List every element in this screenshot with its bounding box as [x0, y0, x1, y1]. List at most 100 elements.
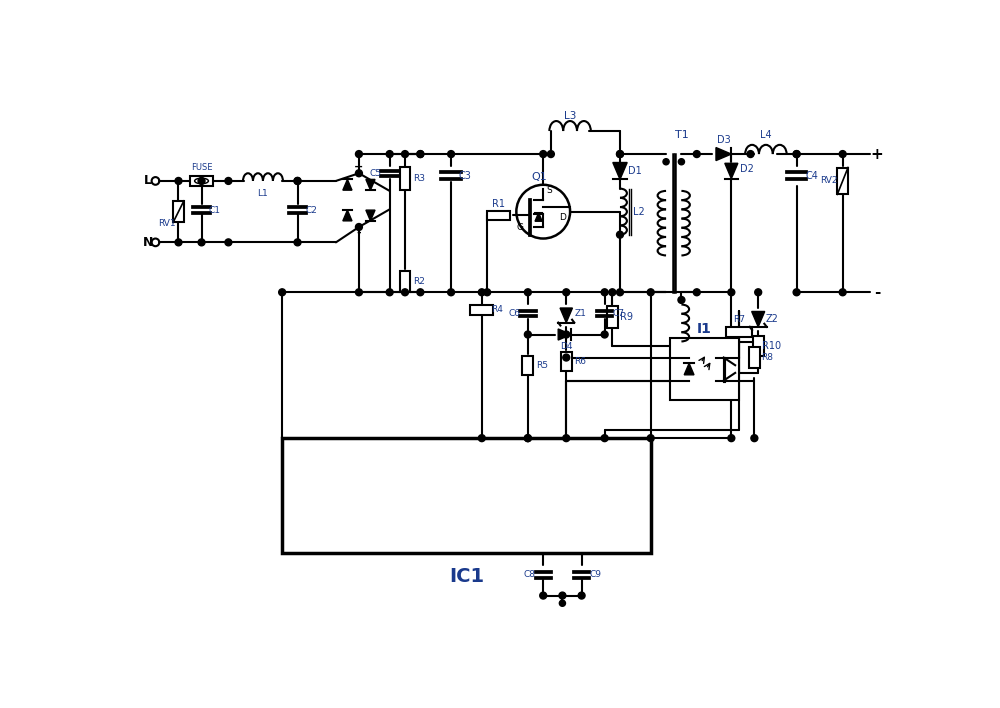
Circle shape	[601, 289, 608, 296]
Polygon shape	[343, 210, 352, 221]
Circle shape	[294, 178, 301, 184]
Text: G: G	[517, 222, 524, 232]
Text: C7: C7	[612, 309, 624, 319]
Circle shape	[524, 435, 531, 442]
Circle shape	[417, 151, 424, 157]
Text: I1: I1	[697, 322, 712, 336]
Text: D1: D1	[628, 166, 642, 176]
Text: L1: L1	[258, 190, 268, 198]
Text: C3: C3	[458, 171, 471, 181]
Circle shape	[755, 289, 762, 296]
Circle shape	[617, 151, 623, 157]
Bar	[749, 347, 760, 368]
Circle shape	[547, 151, 554, 157]
Text: R1: R1	[492, 199, 505, 209]
Text: C8: C8	[523, 571, 535, 579]
Bar	[190, 176, 213, 186]
Text: +: +	[354, 162, 364, 172]
Text: L2: L2	[633, 207, 645, 217]
Text: D: D	[559, 212, 566, 222]
Circle shape	[540, 592, 547, 599]
Text: R10: R10	[762, 341, 782, 351]
Text: S: S	[546, 185, 552, 195]
Circle shape	[225, 239, 232, 246]
Circle shape	[793, 289, 800, 296]
Polygon shape	[343, 179, 352, 190]
Text: L3: L3	[564, 110, 576, 120]
Circle shape	[728, 435, 735, 442]
Bar	[487, 210, 510, 220]
Text: C9: C9	[589, 571, 601, 579]
Circle shape	[478, 289, 485, 296]
Text: IC1: IC1	[449, 567, 484, 586]
Circle shape	[559, 600, 565, 606]
Circle shape	[678, 159, 684, 165]
Circle shape	[516, 185, 570, 239]
Polygon shape	[560, 308, 572, 323]
Bar	[173, 201, 184, 222]
Circle shape	[839, 151, 846, 157]
Text: +: +	[871, 147, 884, 161]
Text: D2: D2	[740, 164, 754, 174]
Text: L: L	[144, 174, 152, 188]
Text: FUSE: FUSE	[191, 164, 212, 172]
Bar	[837, 168, 848, 195]
Text: R4: R4	[491, 305, 503, 314]
Text: T1: T1	[675, 130, 688, 140]
Circle shape	[563, 435, 570, 442]
Circle shape	[402, 289, 408, 296]
Circle shape	[728, 289, 735, 296]
Circle shape	[793, 151, 800, 157]
Circle shape	[563, 289, 570, 296]
Text: RV1: RV1	[158, 219, 176, 228]
Polygon shape	[752, 312, 765, 327]
Circle shape	[609, 289, 616, 296]
Circle shape	[448, 289, 455, 296]
Circle shape	[647, 289, 654, 296]
Text: R7: R7	[733, 314, 745, 324]
Circle shape	[175, 178, 182, 184]
Text: -: -	[357, 228, 361, 238]
Text: N: N	[143, 236, 153, 249]
Circle shape	[693, 151, 700, 157]
Text: C5: C5	[370, 169, 382, 178]
Bar	[400, 270, 410, 292]
Circle shape	[417, 289, 424, 296]
Text: C1: C1	[209, 205, 221, 215]
Circle shape	[478, 435, 485, 442]
Circle shape	[617, 151, 623, 157]
Text: C6: C6	[508, 309, 520, 319]
Circle shape	[793, 151, 800, 157]
Bar	[282, 438, 651, 554]
Text: Q1: Q1	[531, 172, 547, 182]
Circle shape	[601, 435, 608, 442]
Circle shape	[747, 151, 754, 157]
Polygon shape	[366, 179, 375, 190]
Bar	[726, 327, 752, 337]
Circle shape	[294, 239, 301, 246]
Circle shape	[484, 289, 491, 296]
Circle shape	[563, 331, 570, 338]
Text: Z1: Z1	[574, 309, 586, 319]
Circle shape	[198, 178, 205, 184]
Text: R8: R8	[761, 353, 773, 362]
Text: -: -	[874, 285, 880, 299]
Circle shape	[578, 592, 585, 599]
Circle shape	[693, 289, 700, 296]
Circle shape	[355, 289, 362, 296]
Text: D4: D4	[560, 341, 572, 350]
Circle shape	[617, 289, 623, 296]
Text: RV2: RV2	[820, 176, 838, 185]
Polygon shape	[716, 147, 731, 161]
Circle shape	[386, 289, 393, 296]
Bar	[561, 352, 572, 371]
Circle shape	[678, 297, 685, 304]
Text: R2: R2	[413, 277, 425, 286]
Circle shape	[524, 331, 531, 338]
Bar	[522, 355, 533, 375]
Circle shape	[617, 232, 623, 238]
Circle shape	[448, 151, 455, 157]
Circle shape	[647, 435, 654, 442]
Circle shape	[402, 151, 408, 157]
Circle shape	[198, 239, 205, 246]
